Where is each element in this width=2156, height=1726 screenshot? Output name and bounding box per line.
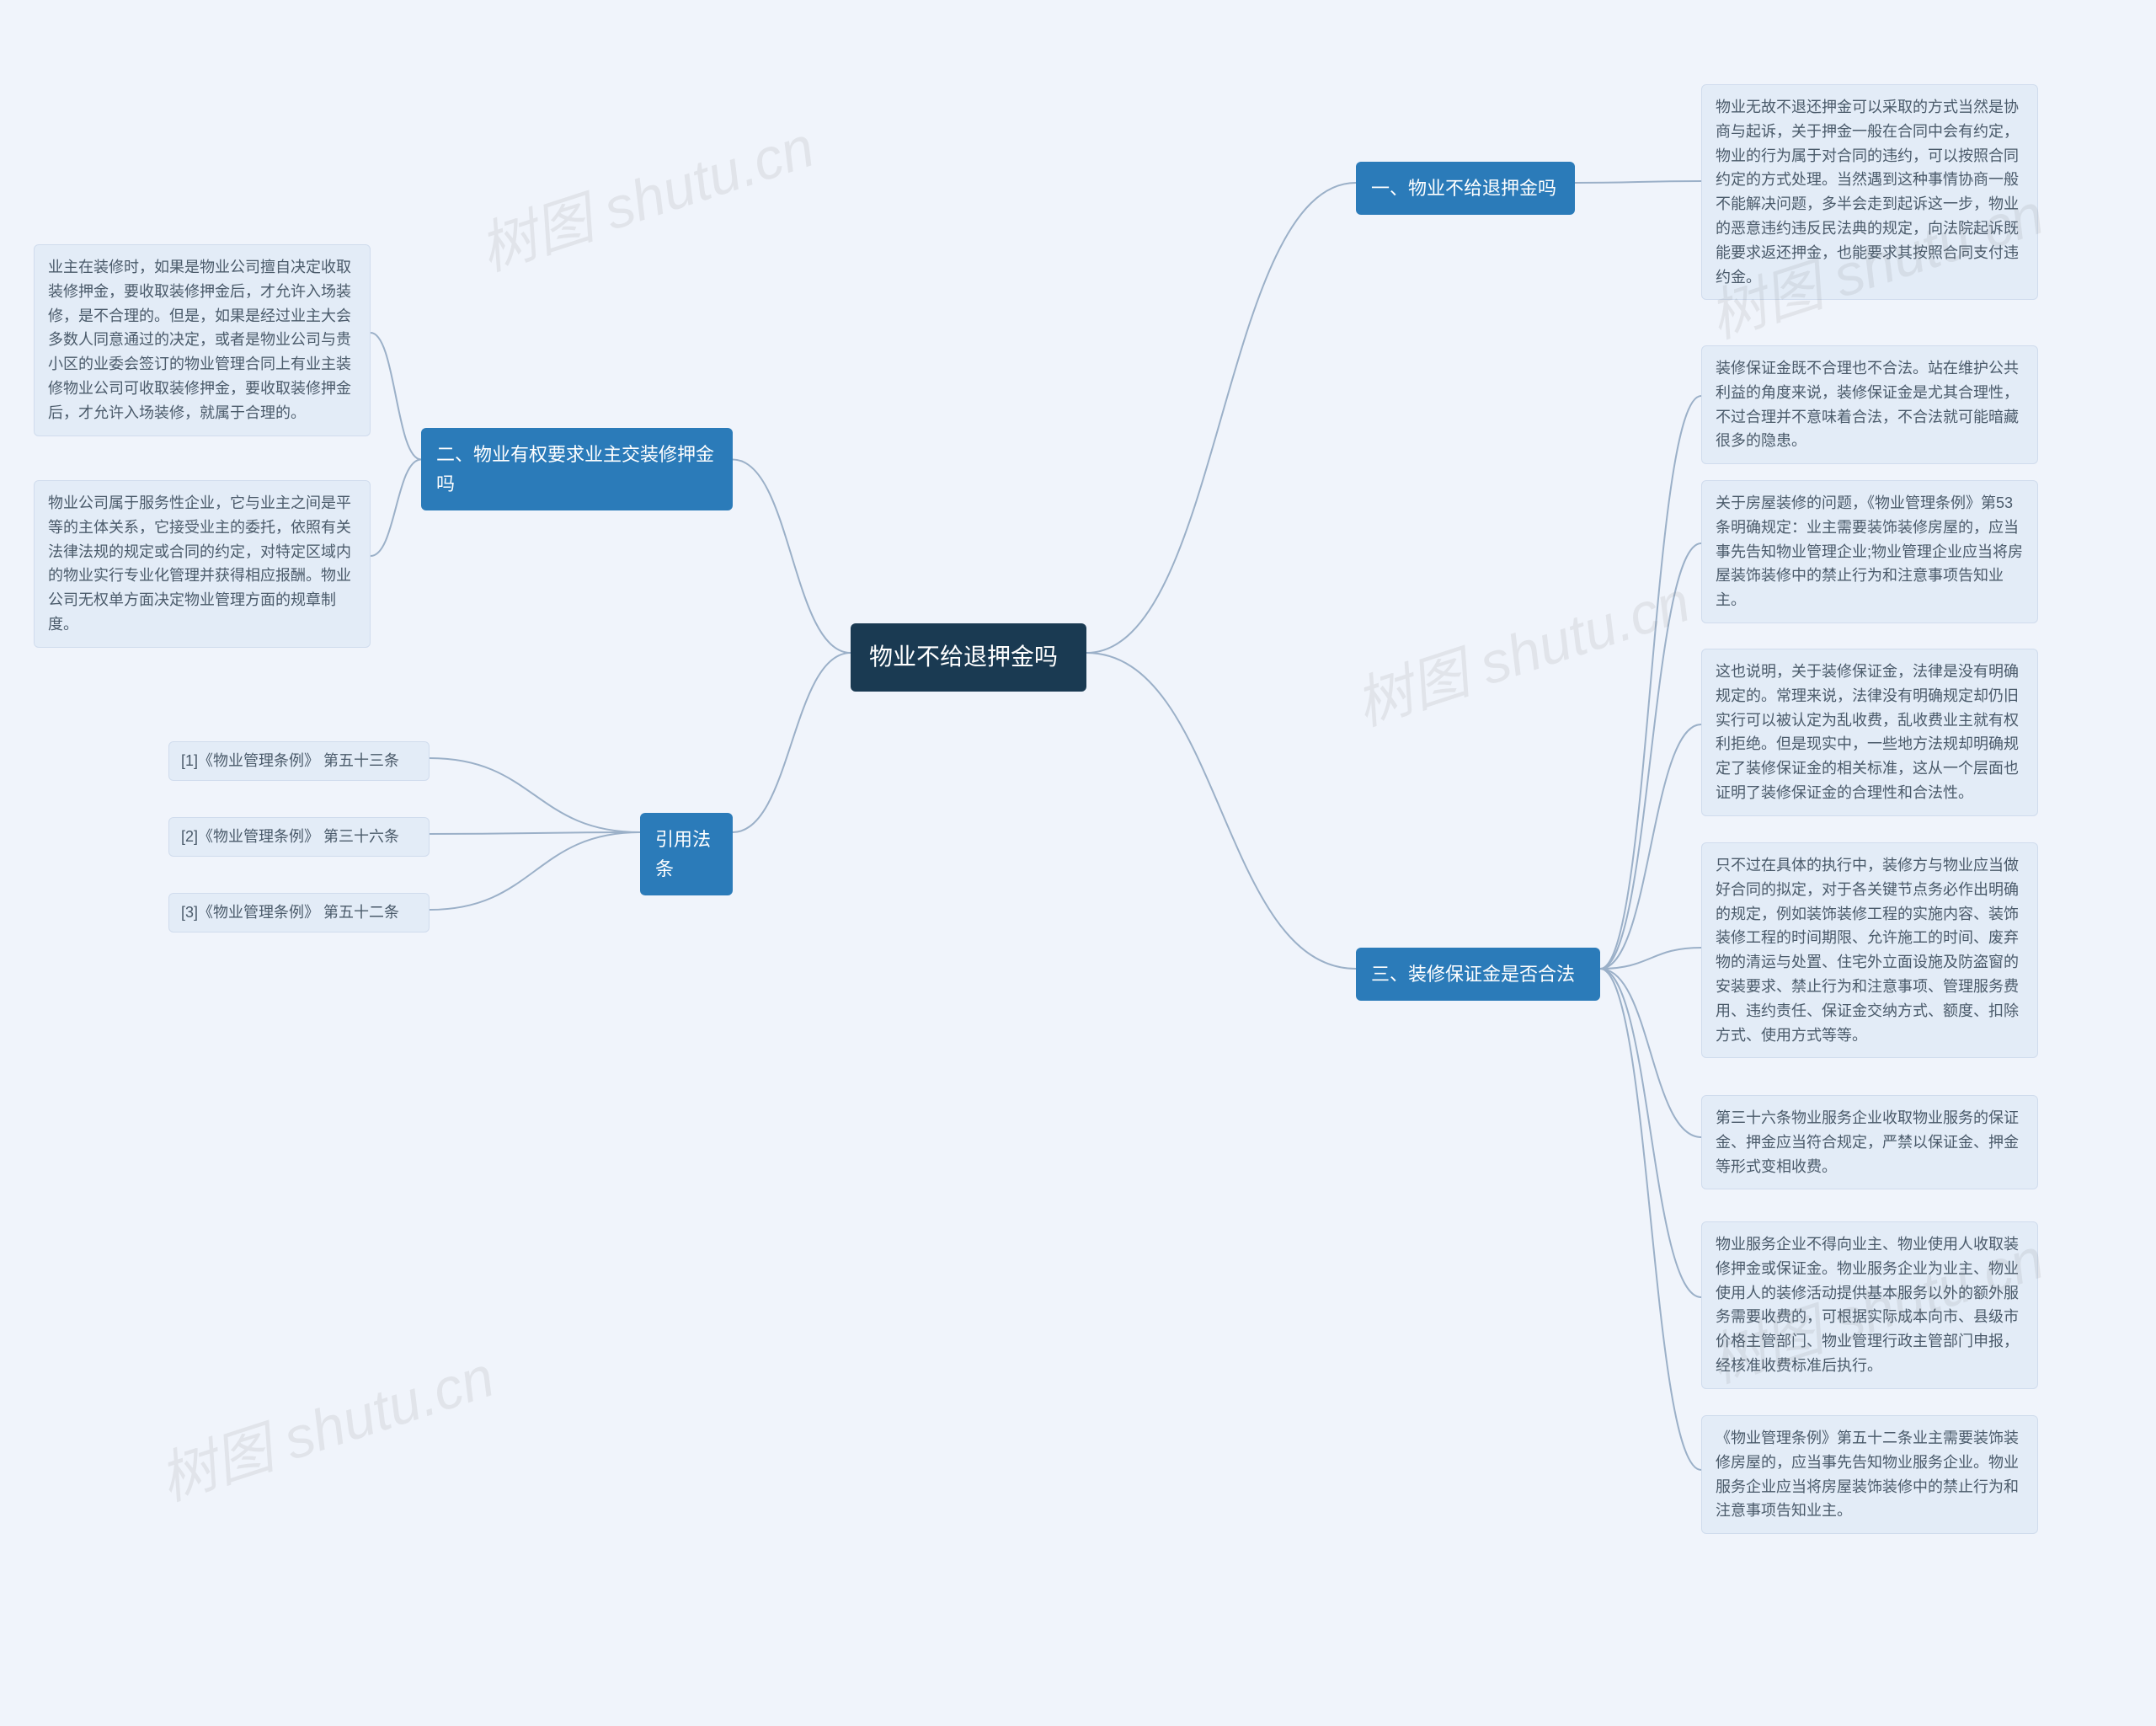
root-node: 物业不给退押金吗	[851, 623, 1086, 692]
leaf-b2l1: 业主在装修时，如果是物业公司擅自决定收取装修押金，要收取装修押金后，才允许入场装…	[34, 244, 371, 436]
branch-b2: 二、物业有权要求业主交装修押金吗	[421, 428, 733, 510]
branch-b3: 三、装修保证金是否合法	[1356, 948, 1600, 1001]
leaf-b3l1: 装修保证金既不合理也不合法。站在维护公共利益的角度来说，装修保证金是尤其合理性，…	[1701, 345, 2038, 464]
watermark-1: 树图 shutu.cn	[1343, 555, 1699, 741]
leaf-b3l2: 关于房屋装修的问题，《物业管理条例》第53条明确规定：业主需要装饰装修房屋的，应…	[1701, 480, 2038, 623]
branch-b1: 一、物业不给退押金吗	[1356, 162, 1575, 215]
leaf-b2l2: 物业公司属于服务性企业，它与业主之间是平等的主体关系，它接受业主的委托，依照有关…	[34, 480, 371, 648]
leaf-b3l6: 物业服务企业不得向业主、物业使用人收取装修押金或保证金。物业服务企业为业主、物业…	[1701, 1221, 2038, 1389]
leaf-b3l3: 这也说明，关于装修保证金，法律是没有明确规定的。常理来说，法律没有明确规定却仍旧…	[1701, 649, 2038, 816]
leaf-b4l1: [1]《物业管理条例》 第五十三条	[168, 741, 430, 781]
leaf-b3l4: 只不过在具体的执行中，装修方与物业应当做好合同的拟定，对于各关键节点务必作出明确…	[1701, 842, 2038, 1058]
leaf-b1l1: 物业无故不退还押金可以采取的方式当然是协商与起诉，关于押金一般在合同中会有约定，…	[1701, 84, 2038, 300]
leaf-b3l5: 第三十六条物业服务企业收取物业服务的保证金、押金应当符合规定，严禁以保证金、押金…	[1701, 1095, 2038, 1189]
watermark-0: 树图 shutu.cn	[467, 100, 823, 286]
leaf-b4l2: [2]《物业管理条例》 第三十六条	[168, 817, 430, 857]
leaf-b4l3: [3]《物业管理条例》 第五十二条	[168, 893, 430, 932]
leaf-b3l7: 《物业管理条例》第五十二条业主需要装饰装修房屋的，应当事先告知物业服务企业。物业…	[1701, 1415, 2038, 1534]
branch-b4: 引用法条	[640, 813, 733, 895]
watermark-2: 树图 shutu.cn	[147, 1330, 503, 1516]
